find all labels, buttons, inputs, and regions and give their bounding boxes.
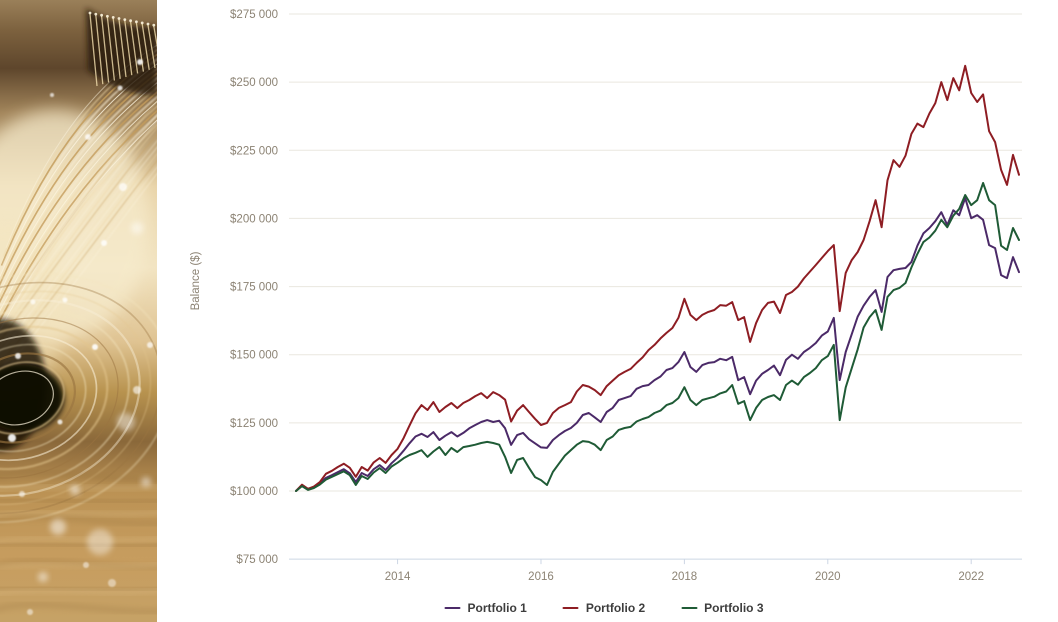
y-tick-label: $75 000 [236, 554, 278, 566]
legend-swatch-portfolio-3 [681, 606, 698, 610]
y-tick-label: $125 000 [230, 418, 278, 430]
x-tick-label: 2022 [958, 571, 984, 583]
portfolio-growth-chart: $75 000 $100 000 $125 000 $150 000 $175 000 $… [157, 0, 1058, 622]
series-line-portfolio-2[interactable] [295, 64, 1020, 492]
legend-item-portfolio-2[interactable]: Portfolio 2 [562, 601, 646, 615]
fiber-optic-art [0, 0, 157, 622]
x-tick-label: 2014 [385, 571, 411, 583]
y-tick-label: $225 000 [230, 145, 278, 157]
x-tick-label: 2018 [672, 571, 698, 583]
x-tick-label: 2016 [528, 571, 554, 583]
y-tick-label: $200 000 [230, 213, 278, 225]
x-tick-label: 2020 [815, 571, 841, 583]
plot-canvas: $75 000 $100 000 $125 000 $150 000 $175 000 $… [230, 9, 1022, 583]
legend-item-portfolio-1[interactable]: Portfolio 1 [444, 601, 527, 615]
y-tick-label: $250 000 [230, 77, 278, 89]
y-tick-label: $150 000 [230, 350, 278, 362]
legend-swatch-portfolio-1 [444, 606, 461, 610]
legend-label-portfolio-2: Portfolio 2 [585, 601, 646, 615]
legend-swatch-portfolio-2 [562, 606, 579, 610]
y-tick-label: $175 000 [230, 282, 278, 294]
legend-item-portfolio-3[interactable]: Portfolio 3 [681, 601, 764, 615]
y-tick-label: $100 000 [230, 486, 278, 498]
legend-label-portfolio-1: Portfolio 1 [467, 601, 527, 615]
y-axis-title: Balance ($) [190, 251, 202, 311]
chart-legend: Portfolio 1 Portfolio 2 Portfolio 3 [444, 601, 764, 615]
series-line-portfolio-1[interactable] [295, 197, 1020, 492]
legend-label-portfolio-3: Portfolio 3 [704, 601, 764, 615]
decorative-photo [0, 0, 157, 622]
series-line-portfolio-3[interactable] [295, 182, 1020, 492]
y-tick-label: $275 000 [230, 9, 278, 21]
